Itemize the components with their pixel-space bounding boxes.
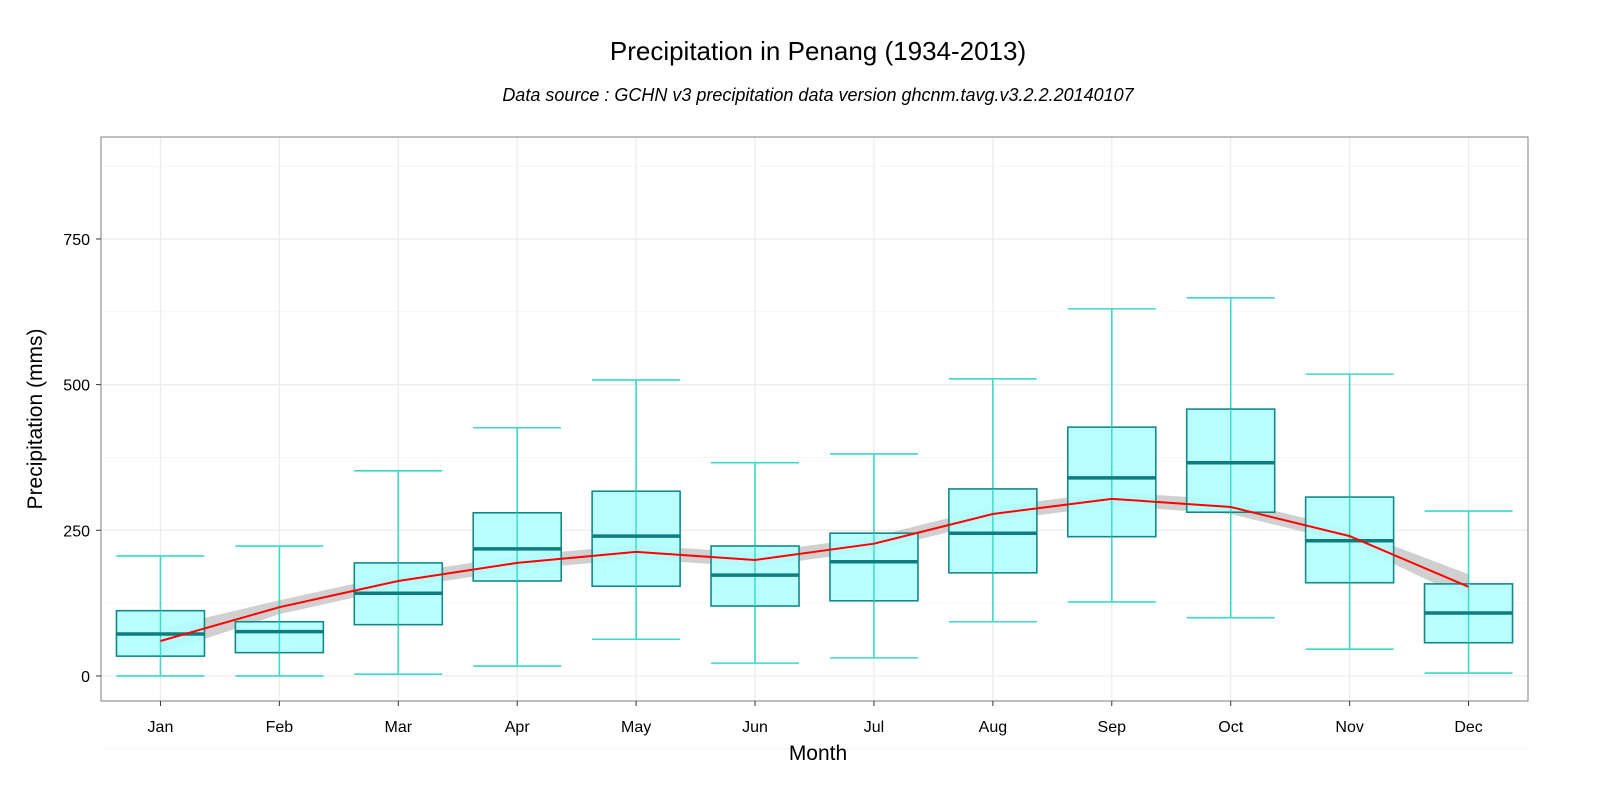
x-axis-label: Month — [789, 742, 847, 765]
x-tick-label: Feb — [266, 719, 294, 736]
x-tick-label: May — [621, 719, 651, 736]
x-tick-label: Aug — [979, 719, 1007, 736]
panel-border — [100, 136, 1529, 702]
trend-line — [160, 497, 1469, 642]
chart-title: Precipitation in Penang (1934-2013) — [610, 36, 1026, 66]
x-tick-label: Jun — [742, 719, 768, 736]
grid-lines — [101, 137, 1528, 750]
x-tick-label: Jan — [148, 719, 174, 736]
chart-subtitle: Data source : GCHN v3 precipitation data… — [502, 85, 1134, 105]
x-tick-label: Apr — [505, 719, 531, 736]
y-tick-label: 250 — [63, 523, 90, 540]
x-tick-label: Oct — [1218, 719, 1243, 736]
boxes-group — [115, 297, 1514, 677]
y-axis-label: Precipitation (mms) — [24, 329, 47, 510]
y-tick-label: 0 — [81, 669, 90, 686]
x-tick-label: Nov — [1335, 719, 1363, 736]
x-tick-label: Jul — [864, 719, 884, 736]
x-axis: Jan Feb Mar Apr May Jun Jul Aug Sep Oct Nov Dec — [148, 701, 1483, 736]
y-tick-label: 500 — [63, 378, 90, 395]
x-tick-label: Sep — [1098, 719, 1127, 736]
x-tick-label: Dec — [1454, 719, 1482, 736]
y-tick-label: 750 — [63, 232, 90, 249]
y-axis: 0 250 500 750 — [63, 232, 101, 686]
trend-line-group — [160, 497, 1469, 642]
x-tick-label: Mar — [385, 719, 413, 736]
